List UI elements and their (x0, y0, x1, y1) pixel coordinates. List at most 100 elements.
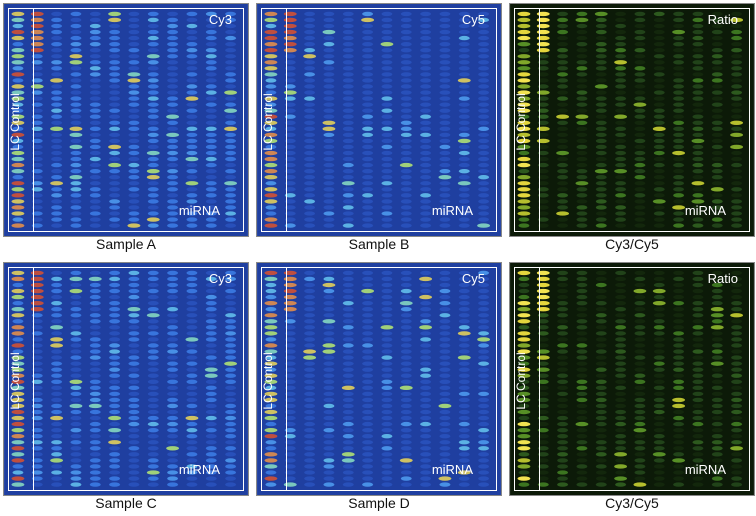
array-spot (30, 276, 44, 282)
array-spot (31, 72, 43, 77)
array-spot (265, 288, 277, 294)
array-spot (304, 72, 316, 77)
array-spot (400, 205, 412, 210)
array-spot (478, 294, 490, 300)
array-spot (51, 162, 63, 168)
array-spot (128, 476, 140, 481)
array-spot (420, 337, 432, 342)
array-spot (420, 114, 432, 119)
array-spot (634, 397, 646, 403)
array-spot (70, 343, 82, 348)
array-spot (673, 391, 685, 397)
array-spot (265, 307, 277, 312)
array-spot (653, 223, 665, 228)
array-spot (264, 415, 278, 421)
array-spot (304, 270, 316, 276)
microarray-image (510, 263, 754, 495)
array-spot (439, 144, 451, 150)
array-spot (595, 90, 607, 95)
array-spot (673, 313, 685, 318)
array-spot (653, 193, 665, 198)
array-spot (517, 102, 531, 107)
array-spot (653, 446, 665, 451)
array-spot (458, 397, 470, 403)
array-spot (537, 482, 549, 487)
array-spot (31, 421, 43, 427)
array-spot (653, 168, 665, 174)
array-spot (51, 379, 63, 384)
array-spot (478, 120, 490, 125)
array-spot (167, 120, 179, 125)
array-spot (711, 162, 723, 168)
array-spot (653, 150, 665, 156)
array-spot (692, 126, 704, 132)
array-spot (400, 409, 412, 415)
array-spot (51, 66, 63, 71)
array-spot (205, 90, 217, 95)
array-spot (323, 313, 335, 318)
array-spot (51, 84, 63, 89)
array-spot (731, 175, 743, 180)
array-spot (70, 162, 82, 168)
array-panel-3: Ratio LC Control miRNA (509, 3, 755, 237)
array-spot (205, 108, 217, 113)
array-spot (342, 41, 354, 47)
array-spot (11, 84, 25, 89)
array-spot (557, 17, 569, 23)
array-spot (12, 175, 24, 180)
array-spot (536, 307, 550, 312)
array-spot (11, 48, 25, 53)
array-spot (186, 60, 198, 65)
array-spot (147, 193, 159, 198)
array-spot (284, 175, 296, 180)
array-spot (31, 379, 43, 384)
array-spot (31, 162, 43, 168)
array-spot (439, 66, 451, 71)
array-spot (381, 452, 393, 457)
array-spot (11, 60, 25, 65)
array-spot (576, 355, 588, 360)
array-spot (362, 270, 374, 276)
array-spot (69, 276, 83, 282)
array-spot (478, 458, 490, 463)
array-spot (264, 199, 278, 204)
array-spot (400, 427, 412, 433)
array-spot (614, 60, 628, 65)
array-spot (730, 132, 744, 138)
array-spot (478, 211, 490, 216)
array-spot (51, 108, 63, 113)
array-spot (147, 385, 159, 391)
array-spot (653, 379, 665, 384)
array-spot (362, 193, 374, 198)
array-spot (537, 193, 549, 198)
array-spot (128, 120, 140, 125)
array-spot (323, 294, 335, 300)
array-spot (420, 343, 432, 348)
array-spot (167, 217, 179, 222)
array-spot (576, 361, 588, 366)
array-spot (225, 60, 237, 65)
array-spot (51, 282, 63, 288)
array-spot (205, 175, 217, 180)
array-spot (692, 11, 704, 17)
array-spot (420, 464, 432, 469)
array-spot (51, 294, 63, 300)
array-spot (420, 300, 432, 306)
array-spot (615, 458, 627, 463)
array-spot (70, 181, 82, 186)
array-spot (109, 343, 121, 348)
array-spot (128, 288, 140, 294)
array-spot (653, 482, 665, 487)
array-spot (653, 23, 665, 29)
array-spot (147, 446, 159, 451)
array-spot (731, 270, 743, 276)
array-spot (711, 168, 723, 174)
array-spot (439, 193, 451, 198)
array-spot (284, 367, 296, 372)
array-spot (109, 391, 121, 397)
array-spot (615, 361, 627, 366)
array-spot (225, 421, 237, 427)
array-spot (31, 156, 43, 162)
array-spot (400, 66, 412, 71)
array-spot (478, 409, 490, 415)
